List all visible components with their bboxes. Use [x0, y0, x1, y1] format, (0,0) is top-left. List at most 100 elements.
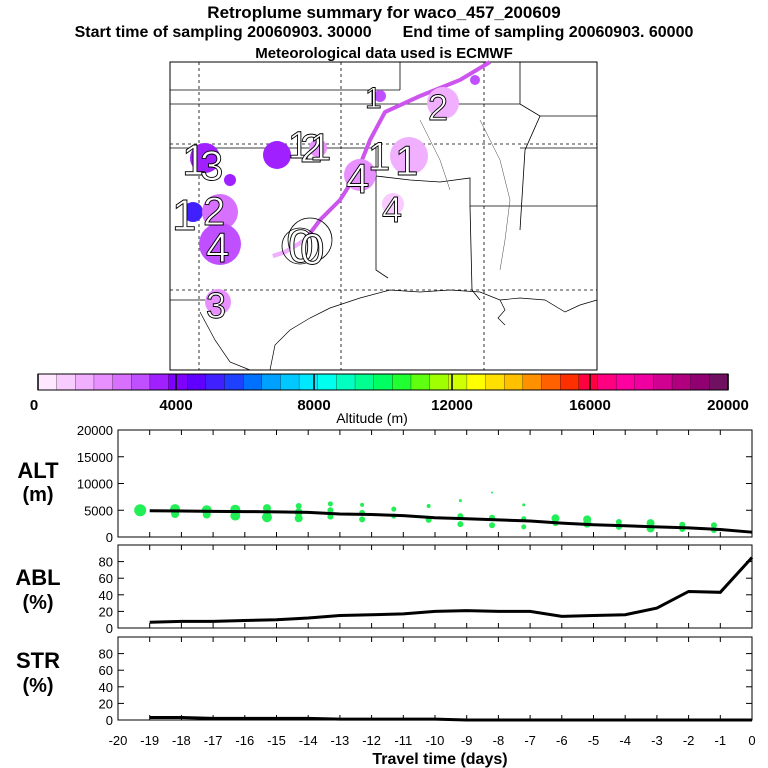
- cluster-label: 2: [203, 190, 225, 234]
- str-ytick-label: 20: [99, 696, 113, 711]
- abl-ytick-label: 0: [106, 621, 113, 636]
- colorbar-cell: [429, 373, 449, 391]
- x-tick-label: -1: [715, 733, 727, 748]
- colorbar-cell: [671, 373, 692, 391]
- colorbar-cell: [560, 373, 580, 391]
- alt-ytick-label: 15000: [77, 450, 113, 465]
- colorbar-cell: [373, 373, 393, 391]
- colorbar-cell: [690, 373, 711, 391]
- cluster-label: 3: [200, 142, 223, 189]
- alt-data-point: [360, 502, 365, 507]
- alt-ytick-label: 10000: [77, 477, 113, 492]
- cluster-circle: [309, 139, 327, 157]
- str-frame: [117, 636, 753, 721]
- abl-frame: [117, 544, 753, 629]
- x-tick-label: -13: [331, 733, 350, 748]
- cluster-outline: [281, 227, 319, 265]
- cluster-outline: [287, 217, 333, 263]
- colorbar-cell: [410, 373, 431, 391]
- alt-data-point: [230, 510, 241, 521]
- x-tick-label: -7: [524, 733, 536, 748]
- cluster-circle: [190, 143, 220, 173]
- str-ytick-label: 0: [106, 713, 113, 728]
- colorbar-cell: [485, 373, 505, 391]
- x-tick-label: -10: [426, 733, 445, 748]
- cluster-circle: [344, 159, 376, 191]
- rivers: [419, 119, 511, 271]
- alt-unit: (m): [22, 484, 53, 506]
- cluster-label: 1: [365, 82, 382, 115]
- colorbar-tick-label: 12000: [431, 397, 473, 414]
- x-tick-label: -16: [235, 733, 254, 748]
- colorbar-cell: [75, 373, 95, 391]
- met-data-label: Meteorological data used is ECMWF: [255, 45, 513, 62]
- cluster-label: 4: [382, 189, 402, 230]
- colorbar-cell: [578, 373, 599, 391]
- colorbar-tick-label: 20000: [707, 397, 749, 414]
- cluster-circle: [427, 87, 459, 119]
- cluster-label: 0: [288, 220, 314, 272]
- x-tick-label: -20: [109, 733, 128, 748]
- cluster-circle: [199, 223, 241, 265]
- x-tick-label: -18: [172, 733, 191, 748]
- plume-clusters: [183, 75, 480, 315]
- alt-data-point: [491, 491, 494, 494]
- cluster-label: 1: [182, 136, 206, 185]
- colorbar: 0 4000 8000 12000 16000 20000 Altitude (m): [30, 373, 749, 426]
- colorbar-cell: [504, 373, 524, 391]
- colorbar-cell: [131, 373, 151, 391]
- colorbar-cell: [298, 373, 319, 391]
- x-tick-label: -17: [204, 733, 223, 748]
- str-ytick-label: 40: [99, 680, 113, 695]
- colorbar-cell: [224, 373, 244, 391]
- alt-data-point: [294, 514, 303, 523]
- alt-data-point: [710, 522, 717, 529]
- alt-data-point: [327, 507, 334, 514]
- alt-frame: [117, 429, 753, 538]
- alt-data-point: [458, 499, 462, 503]
- x-tick-label: -3: [651, 733, 663, 748]
- cluster-label: 4: [346, 155, 369, 202]
- x-tick-label: -15: [267, 733, 286, 748]
- x-axis: -20 -19 -18 -17 -16 -15 -14 -13 -12 -11 -10 -9 -8 -7-…: [109, 733, 756, 748]
- colorbar-cell: [541, 373, 561, 391]
- alt-data-point: [522, 503, 526, 507]
- cluster-label: 2: [428, 87, 448, 128]
- colorbar-cell: [522, 373, 543, 391]
- cluster-label: 1: [172, 191, 196, 240]
- alt-panel: 0 5000 10000 15000 20000: [77, 423, 753, 545]
- cluster-label: 1: [288, 125, 309, 167]
- abl-series-line: [149, 556, 754, 624]
- end-time-label: End time of sampling 20060903. 60000: [402, 24, 694, 41]
- colorbar-cell: [242, 373, 263, 391]
- colorbar-tick-label: 0: [30, 397, 38, 414]
- colorbar-cell: [615, 373, 636, 391]
- alt-data-point: [426, 503, 431, 508]
- colorbar-cell: [56, 373, 76, 391]
- x-axis-label: Travel time (days): [372, 751, 507, 768]
- sampling-times: Start time of sampling 20060903. 30000 E…: [0, 24, 768, 42]
- cluster-label: 1: [395, 137, 418, 184]
- colorbar-cell: [634, 373, 655, 391]
- x-tick-label: -11: [394, 733, 412, 748]
- cluster-label: 2: [300, 127, 322, 171]
- colorbar-cell: [448, 373, 468, 391]
- alt-mean-line: [149, 509, 753, 534]
- colorbar-cell: [93, 373, 114, 391]
- alt-ytick-label: 5000: [84, 503, 113, 518]
- alt-data-point: [391, 506, 397, 512]
- x-tick-label: -5: [588, 733, 600, 748]
- cluster-label: 4: [206, 224, 229, 271]
- cluster-circle: [382, 193, 404, 215]
- colorbar-cell: [336, 373, 356, 391]
- colorbar-cell: [597, 373, 617, 391]
- colorbar-tick-label: 16000: [569, 397, 611, 414]
- colorbar-tick-label: 8000: [297, 397, 330, 414]
- map-panel: 1 3 1 2 1 1 4 1 1 2 4 3 0 0 4 2 1: [169, 60, 598, 371]
- x-tick-label: -6: [556, 733, 568, 748]
- coastline: [199, 289, 598, 371]
- colorbar-cell: [205, 373, 226, 391]
- colorbar-cell: [317, 373, 338, 391]
